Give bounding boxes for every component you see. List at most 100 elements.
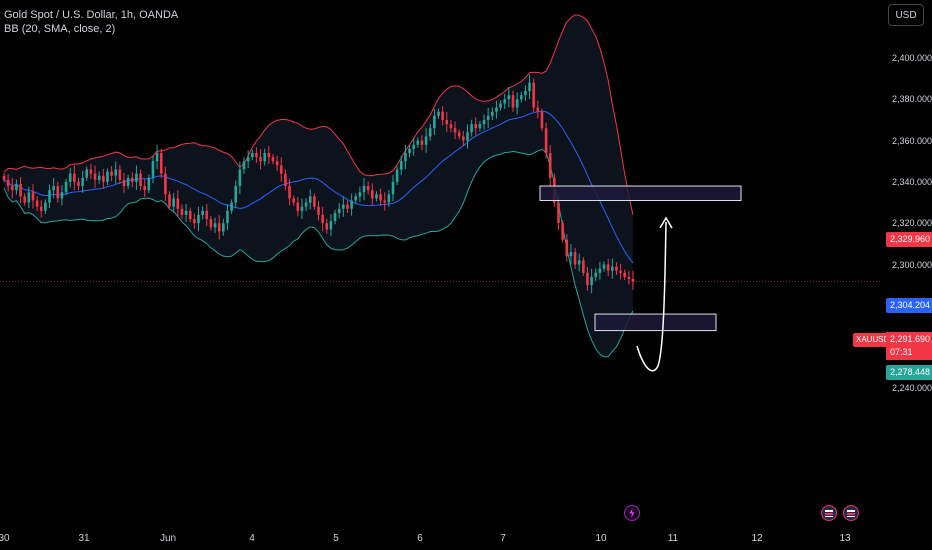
price-label: 2,240.000 bbox=[892, 383, 932, 394]
candle bbox=[412, 144, 415, 149]
candle bbox=[300, 206, 304, 211]
candle bbox=[557, 202, 560, 224]
candle bbox=[337, 208, 341, 213]
time-label: 30 bbox=[0, 533, 10, 544]
candle bbox=[511, 95, 515, 108]
candle bbox=[259, 157, 262, 162]
candle bbox=[466, 132, 469, 141]
us-flag-event-icon[interactable] bbox=[843, 505, 859, 521]
candle bbox=[193, 219, 196, 224]
projection-arrow bbox=[636, 216, 673, 372]
candle bbox=[445, 119, 449, 125]
candle bbox=[350, 200, 353, 209]
time-label: 31 bbox=[78, 533, 90, 544]
last-price: 2,291.690 bbox=[890, 334, 931, 344]
candle bbox=[205, 210, 209, 220]
candle bbox=[342, 204, 345, 209]
candle bbox=[561, 223, 564, 240]
candle bbox=[528, 82, 531, 92]
candle bbox=[437, 111, 440, 116]
candle bbox=[93, 173, 97, 180]
candle bbox=[89, 169, 93, 174]
candle bbox=[60, 192, 64, 199]
candle bbox=[627, 276, 631, 279]
candle bbox=[457, 132, 461, 137]
candle bbox=[217, 223, 221, 232]
candle bbox=[267, 152, 271, 158]
candle bbox=[577, 260, 581, 265]
currency-button[interactable]: USD bbox=[888, 4, 924, 26]
countdown: 07:31 bbox=[890, 347, 913, 357]
support-zone bbox=[594, 313, 717, 332]
candle bbox=[540, 111, 544, 129]
candle bbox=[611, 266, 614, 271]
candle bbox=[304, 202, 308, 207]
candle bbox=[462, 136, 465, 141]
candle bbox=[619, 270, 622, 273]
time-label: 13 bbox=[839, 533, 851, 544]
upper-band-tag: 2,329.960 bbox=[886, 232, 932, 247]
us-flag-event-icon[interactable] bbox=[821, 505, 837, 521]
candle bbox=[503, 99, 507, 104]
candle bbox=[404, 152, 407, 162]
candle bbox=[56, 186, 60, 199]
candle bbox=[354, 196, 358, 201]
symbol-title[interactable]: Gold Spot / U.S. Dollar, 1h, OANDA bbox=[4, 9, 179, 21]
time-label: 12 bbox=[751, 533, 763, 544]
dividend-event-icon[interactable] bbox=[624, 505, 640, 521]
candle bbox=[27, 192, 31, 203]
candle bbox=[147, 177, 151, 191]
price-label: 2,320.000 bbox=[892, 218, 932, 229]
candle bbox=[31, 192, 35, 201]
candle bbox=[15, 183, 18, 191]
time-label: 4 bbox=[249, 533, 255, 544]
candle bbox=[594, 272, 598, 277]
candle bbox=[631, 278, 635, 282]
candle bbox=[159, 152, 163, 174]
indicator-label[interactable]: BB (20, SMA, close, 2) bbox=[4, 23, 116, 35]
candle bbox=[424, 136, 428, 145]
candle bbox=[52, 186, 55, 191]
candle bbox=[73, 173, 76, 182]
candle bbox=[325, 223, 329, 230]
bollinger-upper-line bbox=[3, 14, 634, 216]
bollinger-fill bbox=[4, 14, 633, 357]
candle bbox=[230, 202, 233, 211]
candle bbox=[606, 264, 610, 271]
candles bbox=[2, 74, 635, 294]
candle bbox=[201, 210, 204, 215]
candle bbox=[39, 206, 43, 211]
candle bbox=[408, 148, 411, 153]
candle bbox=[213, 223, 217, 228]
lower-band-tag: 2,278.448 bbox=[886, 365, 932, 380]
candle bbox=[362, 186, 366, 193]
candle bbox=[284, 173, 287, 187]
candle bbox=[64, 181, 68, 193]
candle bbox=[296, 202, 300, 211]
candle bbox=[321, 214, 324, 224]
candle bbox=[168, 194, 171, 207]
candle bbox=[379, 194, 382, 201]
candle bbox=[519, 95, 523, 100]
candle bbox=[85, 169, 89, 178]
candle bbox=[474, 124, 478, 129]
candle bbox=[197, 214, 200, 224]
candle bbox=[242, 161, 246, 170]
chart-plot-area[interactable] bbox=[0, 0, 880, 530]
bollinger-lower-line bbox=[3, 148, 634, 358]
candle bbox=[279, 165, 283, 174]
candle bbox=[313, 196, 316, 207]
candle bbox=[271, 157, 275, 162]
price-label: 2,300.000 bbox=[892, 259, 932, 270]
candle bbox=[449, 124, 453, 129]
candle bbox=[6, 179, 10, 187]
time-label: 5 bbox=[333, 533, 339, 544]
candle bbox=[308, 196, 312, 203]
candle bbox=[602, 264, 606, 269]
chart-legend: Gold Spot / U.S. Dollar, 1h, OANDA BB (2… bbox=[4, 8, 178, 36]
candle bbox=[470, 124, 473, 133]
price-label: 2,360.000 bbox=[892, 135, 932, 146]
candle bbox=[358, 192, 362, 197]
candle bbox=[164, 173, 167, 195]
